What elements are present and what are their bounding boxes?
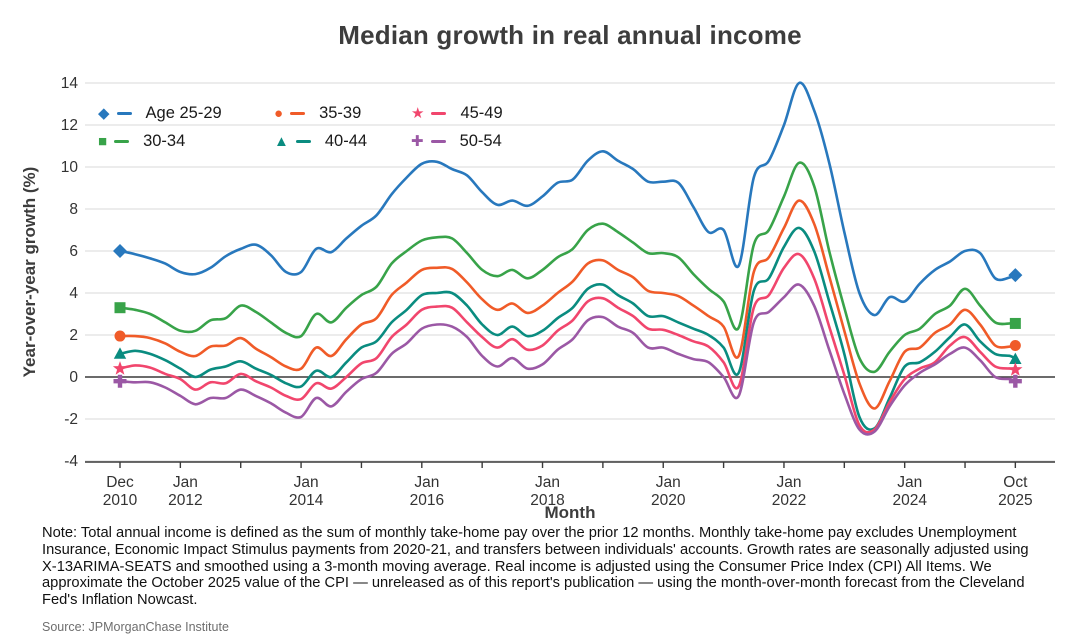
series-start-end-marker xyxy=(113,347,127,359)
x-tick-label: 2016 xyxy=(410,492,444,509)
legend-item-35-39: ● 35-39 xyxy=(274,101,361,125)
x-tick-label: 2012 xyxy=(168,492,202,509)
x-tick-label: Jan xyxy=(414,474,439,491)
legend-item-30-34: ■ 30-34 xyxy=(98,129,185,153)
y-tick-label: 4 xyxy=(69,285,78,302)
legend-item-40-44: ▲ 40-44 xyxy=(274,129,367,153)
legend-label: 40-44 xyxy=(324,131,368,150)
legend-line-sample xyxy=(295,139,311,143)
legend-item-50-54: ✚ 50-54 xyxy=(411,129,502,153)
series-line-50-54 xyxy=(118,283,1017,436)
diamond-marker-icon: ◆ xyxy=(98,104,110,122)
series-start-end-marker xyxy=(1008,362,1023,376)
y-tick-label: 6 xyxy=(69,243,78,260)
legend-line-sample xyxy=(114,139,130,143)
y-tick-label: 12 xyxy=(61,117,78,134)
y-tick-label: -2 xyxy=(64,411,78,428)
x-tick-label: 2010 xyxy=(103,492,138,509)
x-tick-label: Jan xyxy=(535,474,560,491)
legend-line-sample xyxy=(430,139,446,143)
y-tick-label: 10 xyxy=(61,159,79,176)
chart-canvas: Dec2010Jan2012Jan2014Jan2016Jan2018Jan20… xyxy=(61,75,1055,509)
y-tick-label: -4 xyxy=(64,453,78,470)
series-start-end-marker xyxy=(113,374,127,388)
series-start-end-marker xyxy=(1009,317,1021,329)
series-line-30-34 xyxy=(118,161,1017,374)
x-tick-label: Dec xyxy=(106,474,134,491)
legend-item-45-49: ★ 45-49 xyxy=(411,101,503,125)
x-tick-label: 2025 xyxy=(998,492,1032,509)
y-tick-label: 0 xyxy=(69,369,78,386)
plus-marker-icon: ✚ xyxy=(411,132,424,150)
y-tick-label: 8 xyxy=(69,201,78,218)
x-tick-label: Jan xyxy=(173,474,198,491)
x-tick-label: Jan xyxy=(897,474,922,491)
series-start-end-marker xyxy=(112,361,128,375)
legend-item-age-25-29: ◆ Age 25-29 xyxy=(98,101,222,125)
x-tick-label: 2024 xyxy=(892,492,927,509)
circle-marker-icon: ● xyxy=(274,104,284,122)
square-marker-icon: ■ xyxy=(98,132,108,150)
series-line-age-25-29 xyxy=(118,81,1017,317)
y-tick-label: 14 xyxy=(61,75,79,92)
x-tick-label: Oct xyxy=(1003,474,1028,491)
x-tick-label: 2018 xyxy=(530,492,564,509)
legend-line-sample xyxy=(431,111,447,115)
series-start-end-marker xyxy=(114,330,126,342)
star-marker-icon: ★ xyxy=(411,104,425,122)
x-axis-label: Month xyxy=(544,503,596,522)
y-tick-label: 2 xyxy=(69,327,78,344)
x-tick-label: 2014 xyxy=(289,492,324,509)
x-tick-label: Jan xyxy=(656,474,681,491)
legend-label: Age 25-29 xyxy=(145,103,222,122)
legend-label: 45-49 xyxy=(460,103,503,122)
legend-label: 50-54 xyxy=(459,131,502,150)
note-text: Note: Total annual income is defined as … xyxy=(42,525,1029,609)
series-start-end-marker xyxy=(1009,352,1022,364)
series-start-end-marker xyxy=(1009,340,1021,351)
series-start-end-marker xyxy=(113,244,127,258)
series-start-end-marker xyxy=(114,302,126,314)
triangle-marker-icon: ▲ xyxy=(274,132,289,150)
x-tick-label: Jan xyxy=(776,474,801,491)
chart-title: Median growth in real annual income xyxy=(338,20,802,50)
series-line-45-49 xyxy=(118,252,1017,434)
legend-line-sample xyxy=(290,111,306,115)
legend-label: 30-34 xyxy=(143,131,186,150)
x-tick-label: Jan xyxy=(294,474,319,491)
series-start-end-marker xyxy=(1008,268,1023,283)
source-text: Source: JPMorganChase Institute xyxy=(42,620,229,634)
series-start-end-marker xyxy=(1008,374,1022,388)
legend-line-sample xyxy=(116,111,132,115)
legend-label: 35-39 xyxy=(319,103,362,122)
y-axis-label: Year-over-year growth (%) xyxy=(20,166,39,378)
x-tick-label: 2020 xyxy=(651,492,686,509)
x-tick-label: 2022 xyxy=(772,492,806,509)
series-line-35-39 xyxy=(118,199,1017,410)
